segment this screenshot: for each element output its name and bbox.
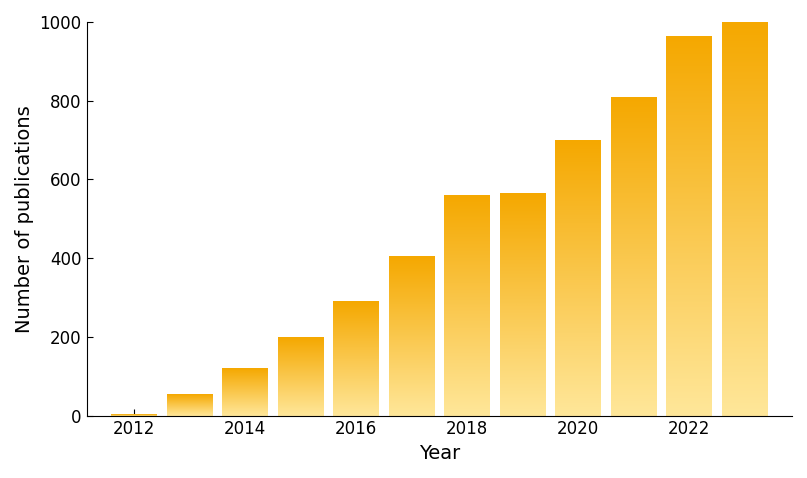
X-axis label: Year: Year (419, 444, 460, 463)
Y-axis label: Number of publications: Number of publications (15, 105, 34, 333)
